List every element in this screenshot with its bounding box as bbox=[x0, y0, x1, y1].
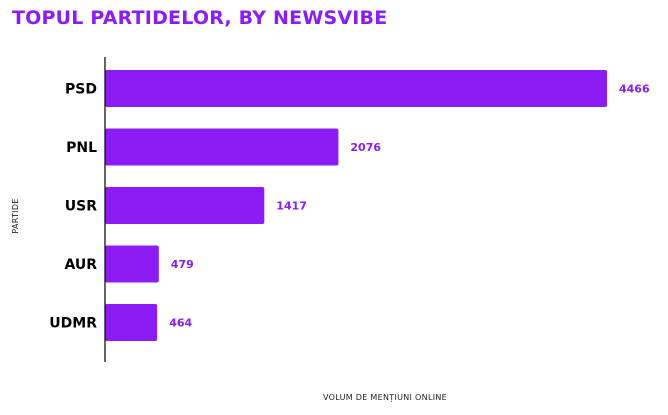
value-label-usr: 1417 bbox=[276, 200, 307, 213]
bars-layer bbox=[105, 70, 607, 341]
value-label-udmr: 464 bbox=[169, 317, 192, 330]
bar-udmr bbox=[105, 304, 158, 341]
value-label-psd: 4466 bbox=[619, 83, 650, 96]
bar-usr bbox=[105, 187, 265, 224]
value-labels-layer: 4466 2076 1417 479 464 bbox=[169, 83, 650, 330]
category-label-aur: AUR bbox=[64, 257, 97, 273]
category-label-usr: USR bbox=[65, 199, 97, 215]
bar-pnl bbox=[105, 128, 339, 166]
y-axis-title: PARTIDE bbox=[11, 198, 20, 233]
chart-title: TOPUL PARTIDELOR, BY NEWSVIBE bbox=[12, 7, 388, 29]
x-axis-title: VOLUM DE MENȚIUNI ONLINE bbox=[323, 393, 447, 403]
value-label-aur: 479 bbox=[171, 258, 194, 271]
category-label-pnl: PNL bbox=[66, 140, 97, 156]
value-label-pnl: 2076 bbox=[350, 141, 381, 154]
bar-psd bbox=[105, 70, 607, 107]
bar-aur bbox=[105, 245, 159, 283]
category-labels-layer: PSD PNL USR AUR UDMR bbox=[49, 82, 97, 332]
category-label-udmr: UDMR bbox=[49, 316, 97, 332]
category-label-psd: PSD bbox=[65, 82, 97, 98]
